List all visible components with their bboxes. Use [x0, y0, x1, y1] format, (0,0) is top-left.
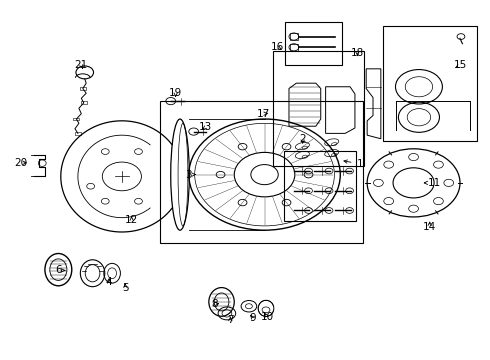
Bar: [291, 44, 298, 51]
Text: 14: 14: [423, 222, 436, 231]
Text: 13: 13: [199, 122, 213, 132]
Text: 18: 18: [351, 48, 364, 58]
Bar: [285, 22, 342, 65]
Bar: [74, 118, 79, 121]
Text: 10: 10: [260, 312, 273, 322]
Text: 2: 2: [299, 134, 306, 144]
Text: 17: 17: [257, 109, 270, 119]
Text: 9: 9: [249, 313, 256, 323]
Text: 7: 7: [227, 315, 234, 325]
Text: 11: 11: [424, 178, 441, 188]
Bar: [81, 102, 87, 104]
Bar: [80, 87, 86, 90]
Text: 12: 12: [125, 215, 138, 225]
Text: 16: 16: [271, 42, 284, 52]
Text: 20: 20: [15, 158, 28, 168]
Bar: [160, 101, 363, 243]
Text: 15: 15: [453, 60, 466, 70]
Text: 3: 3: [186, 170, 196, 180]
Text: 8: 8: [211, 299, 219, 309]
Text: 6: 6: [55, 265, 65, 275]
Bar: [273, 51, 364, 166]
Text: 1: 1: [344, 159, 363, 169]
Bar: [291, 33, 298, 40]
Text: 5: 5: [122, 283, 128, 293]
Text: 19: 19: [169, 88, 182, 98]
Text: 4: 4: [106, 277, 113, 287]
Bar: [75, 132, 81, 135]
Bar: [284, 151, 356, 221]
Bar: [383, 26, 477, 140]
Text: 21: 21: [74, 60, 88, 70]
